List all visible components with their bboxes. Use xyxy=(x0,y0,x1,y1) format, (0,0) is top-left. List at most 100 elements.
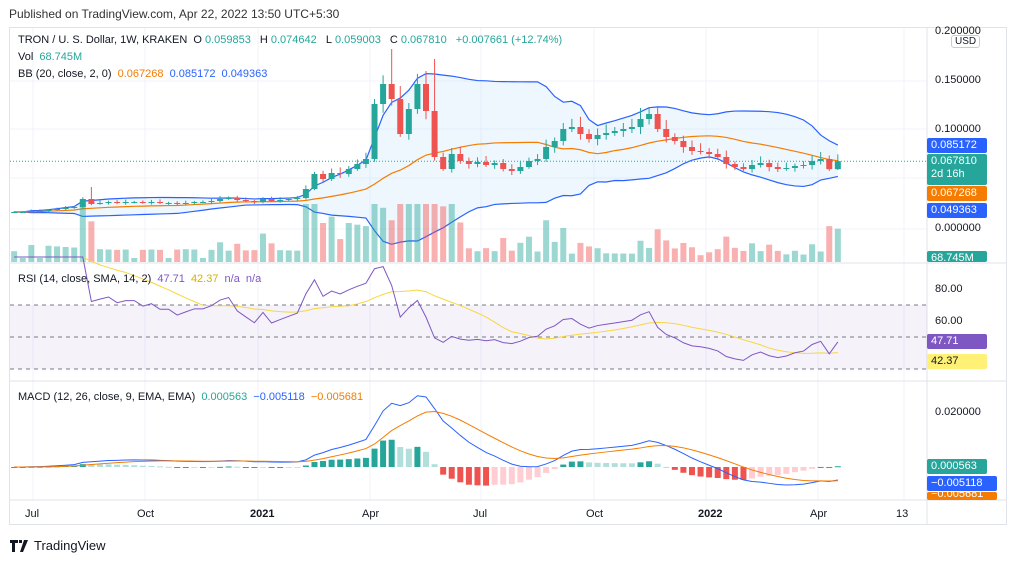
volume-bar xyxy=(96,249,103,262)
candle-body xyxy=(543,147,550,159)
volume-bar xyxy=(474,251,481,262)
macd-histogram-bar xyxy=(199,467,206,468)
macd-value: −0.005118 xyxy=(253,391,305,403)
macd-histogram-bar xyxy=(834,466,841,468)
volume-bar xyxy=(543,220,550,262)
macd-histogram-bar xyxy=(311,462,318,467)
macd-histogram-bar xyxy=(508,467,515,485)
volume-bar xyxy=(397,204,404,262)
currency-button[interactable]: USD xyxy=(951,35,981,48)
volume-bar xyxy=(646,248,653,262)
chart-frame[interactable] xyxy=(9,27,1007,525)
macd-signal-line xyxy=(14,410,838,482)
candle-body xyxy=(749,165,756,169)
rsi-tick: 60.00 xyxy=(935,315,963,327)
candle-body xyxy=(620,129,627,131)
volume-bar xyxy=(234,243,241,262)
macd-line xyxy=(14,395,838,486)
candle-body xyxy=(405,109,412,134)
macd-histogram-bar xyxy=(234,466,241,468)
macd-histogram-bar xyxy=(362,457,369,467)
macd-histogram-bar xyxy=(397,447,404,467)
volume-bar xyxy=(362,226,369,262)
candle-body xyxy=(371,104,378,159)
macd-histogram-bar xyxy=(96,464,103,467)
volume-bar xyxy=(268,243,275,262)
published-note: Published on TradingView.com, Apr 22, 20… xyxy=(9,7,340,21)
macd-histogram-bar xyxy=(568,461,575,467)
volume-bar xyxy=(371,204,378,262)
low-label: L xyxy=(325,34,332,46)
candle-body xyxy=(723,157,730,164)
tradingview-logo-icon xyxy=(10,539,28,552)
candle-body xyxy=(11,212,18,213)
macd-hist-tag: 0.000563 xyxy=(927,459,987,474)
candle-body xyxy=(697,151,704,152)
macd-histogram-bar xyxy=(294,467,301,468)
volume-bar xyxy=(517,242,524,262)
volume-bar xyxy=(817,251,824,262)
candle-body xyxy=(191,202,198,203)
volume-bar xyxy=(637,240,644,262)
macd-histogram-bar xyxy=(122,464,129,467)
candle-body xyxy=(740,167,747,169)
volume-label: Vol xyxy=(18,51,34,63)
candle-body xyxy=(603,133,610,135)
macd-histogram-bar xyxy=(465,467,472,485)
price-tick: 0.000000 xyxy=(935,222,981,234)
price-tick: 0.100000 xyxy=(935,123,981,135)
candle-body xyxy=(54,209,61,210)
candle-body xyxy=(688,147,695,151)
volume-bar xyxy=(800,254,807,262)
volume-bar xyxy=(388,220,395,262)
macd-histogram-bar xyxy=(697,467,704,477)
candle-body xyxy=(483,162,490,165)
open-value: 0.059853 xyxy=(204,34,251,46)
volume-bar xyxy=(628,253,635,262)
volume-bar xyxy=(757,251,764,262)
volume-bar xyxy=(157,249,164,262)
macd-histogram-bar xyxy=(174,467,181,468)
volume-bar xyxy=(654,229,661,262)
bb-label: BB (20, close, 2, 0) xyxy=(18,68,112,80)
volume-bar xyxy=(148,249,155,262)
rsi-label: RSI (14, close, SMA, 14, 2) xyxy=(18,273,152,285)
volume-bar xyxy=(311,204,318,262)
macd-histogram-bar xyxy=(277,467,284,468)
macd-histogram-bar xyxy=(148,465,155,467)
time-tick: Jul xyxy=(25,508,40,520)
rsi-tick: 80.00 xyxy=(935,283,963,295)
macd-signal-tag: −0.005681 xyxy=(927,492,997,500)
price-tick: 0.200000 xyxy=(935,25,981,37)
candle-body xyxy=(517,167,524,171)
symbol-legend: TRON / U. S. Dollar, 1W, KRAKEN O 0.05985… xyxy=(18,34,565,46)
macd-histogram-bar xyxy=(774,467,781,475)
macd-histogram-bar xyxy=(423,451,429,467)
macd-histogram-bar xyxy=(457,467,464,483)
time-tick: Jul xyxy=(473,508,488,520)
macd-histogram-bar xyxy=(628,463,635,467)
macd-histogram-bar xyxy=(105,464,112,467)
macd-histogram-bar xyxy=(157,466,164,468)
bb-basis-value: 0.067268 xyxy=(117,68,164,80)
macd-histogram-bar xyxy=(500,467,507,485)
macd-histogram-bar xyxy=(577,461,584,467)
candle-body xyxy=(242,200,249,201)
volume-bar xyxy=(457,222,464,262)
bb-legend: BB (20, close, 2, 0) 0.067268 0.085172 0… xyxy=(18,68,270,80)
tradingview-logo[interactable]: TradingView xyxy=(10,538,106,553)
candle-body xyxy=(174,203,181,204)
macd-histogram-bar xyxy=(654,463,661,467)
macd-histogram-bar xyxy=(251,467,258,468)
macd-histogram-bar xyxy=(646,461,653,467)
brand-name: TradingView xyxy=(34,538,106,553)
macd-histogram-bar xyxy=(620,463,627,467)
candle-body xyxy=(680,141,687,147)
candle-body xyxy=(465,161,472,164)
macd-histogram-bar xyxy=(114,464,121,467)
time-tick: 2021 xyxy=(250,508,275,520)
volume-bar xyxy=(62,247,69,262)
rsi-legend: RSI (14, close, SMA, 14, 2) 47.71 42.37 … xyxy=(18,273,264,285)
volume-bar xyxy=(551,241,558,262)
